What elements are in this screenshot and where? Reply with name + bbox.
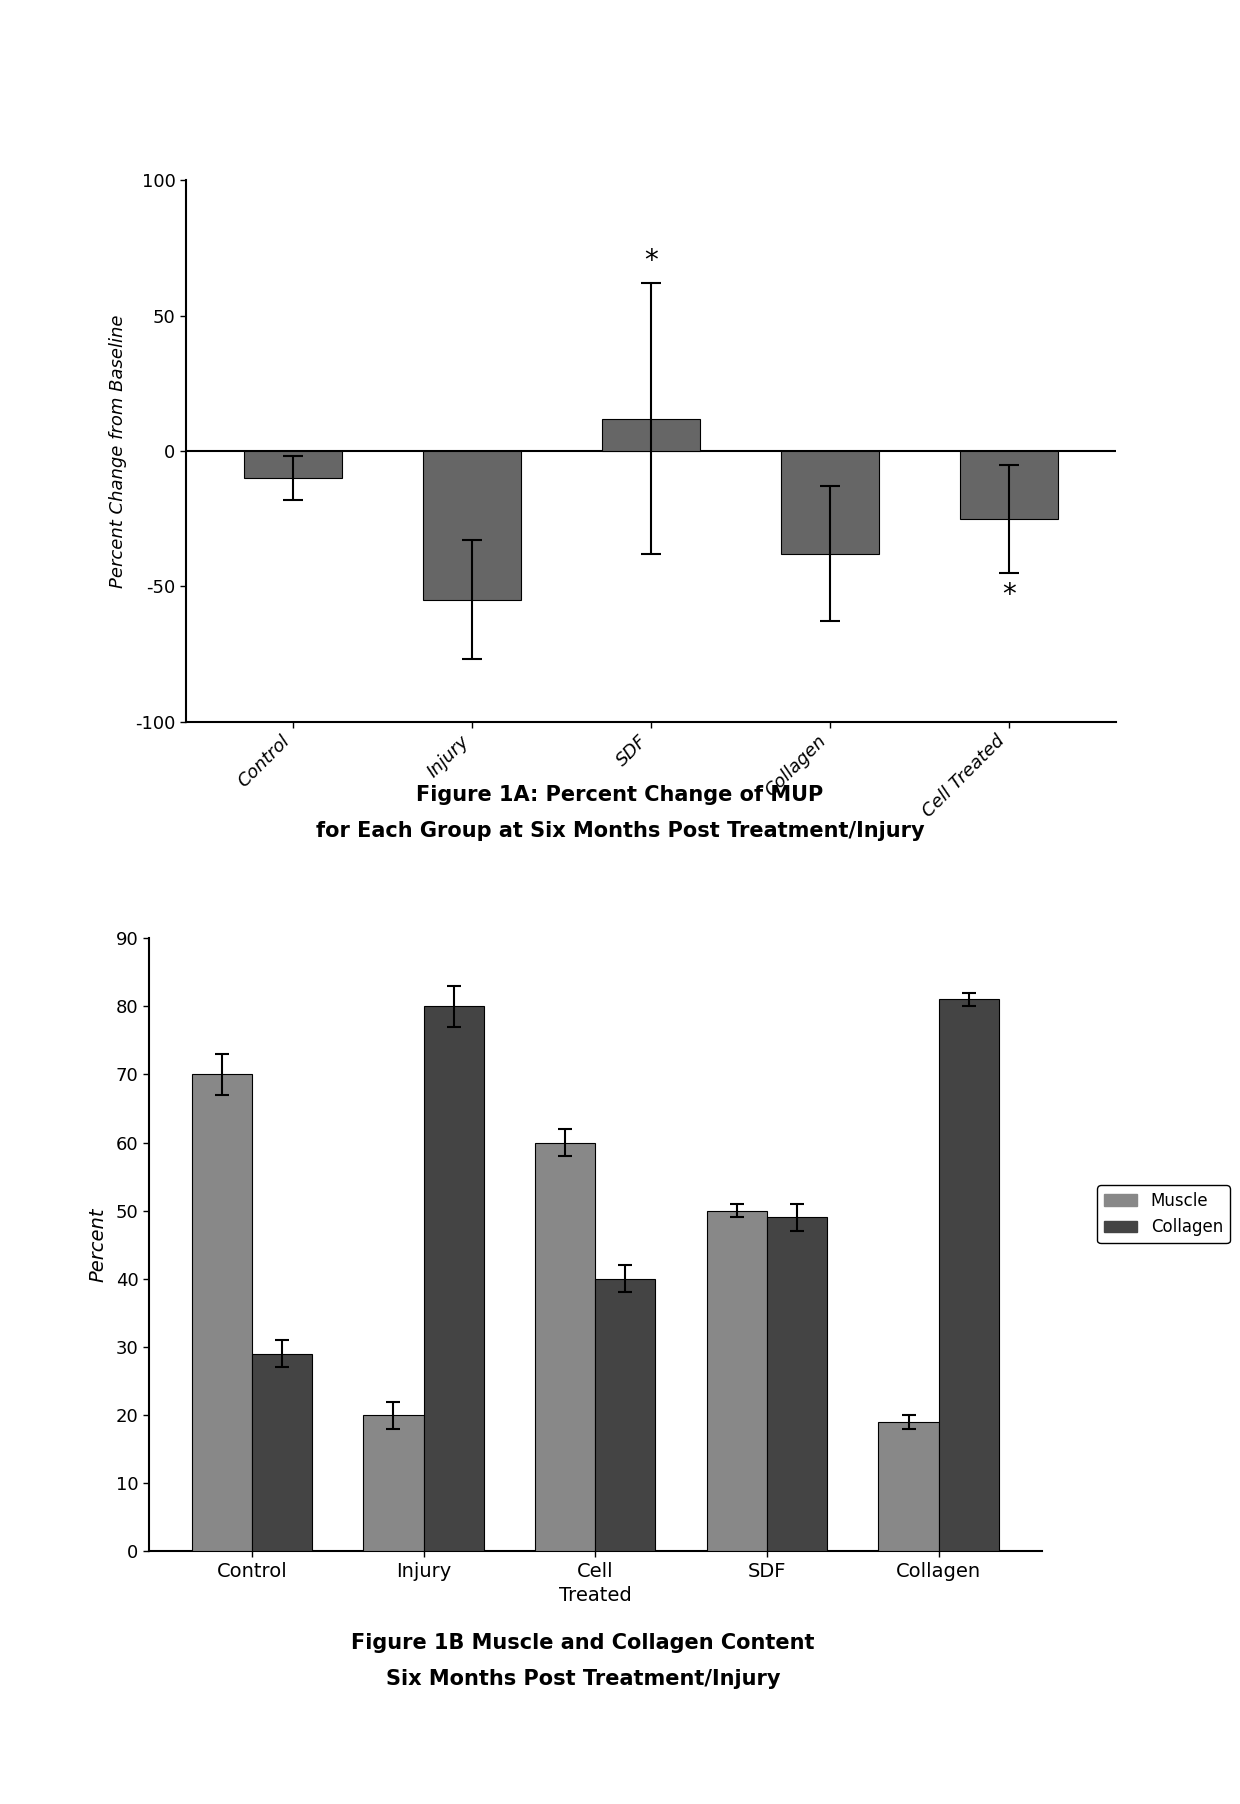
X-axis label: Treated: Treated xyxy=(559,1586,631,1606)
Legend: Muscle, Collagen: Muscle, Collagen xyxy=(1097,1185,1230,1243)
Bar xyxy=(244,451,342,478)
Bar xyxy=(878,1422,939,1551)
Bar xyxy=(424,1007,484,1551)
Bar xyxy=(423,451,521,599)
Text: *: * xyxy=(644,247,658,274)
Text: Figure 1B Muscle and Collagen Content: Figure 1B Muscle and Collagen Content xyxy=(351,1633,815,1652)
Text: *: * xyxy=(1002,581,1016,610)
Bar xyxy=(939,999,998,1551)
Bar xyxy=(595,1279,655,1551)
Y-axis label: Percent Change from Baseline: Percent Change from Baseline xyxy=(109,314,126,588)
Bar xyxy=(536,1142,595,1551)
Bar xyxy=(707,1210,766,1551)
Text: Six Months Post Treatment/Injury: Six Months Post Treatment/Injury xyxy=(386,1669,780,1689)
Bar xyxy=(960,451,1058,520)
Bar xyxy=(781,451,879,554)
Text: Figure 1A: Percent Change of MUP: Figure 1A: Percent Change of MUP xyxy=(417,785,823,805)
Bar xyxy=(192,1075,252,1551)
Bar xyxy=(601,419,701,451)
Bar xyxy=(363,1414,424,1551)
Bar xyxy=(252,1353,312,1551)
Text: for Each Group at Six Months Post Treatment/Injury: for Each Group at Six Months Post Treatm… xyxy=(316,821,924,841)
Bar xyxy=(766,1218,827,1551)
Y-axis label: Percent: Percent xyxy=(88,1207,108,1283)
